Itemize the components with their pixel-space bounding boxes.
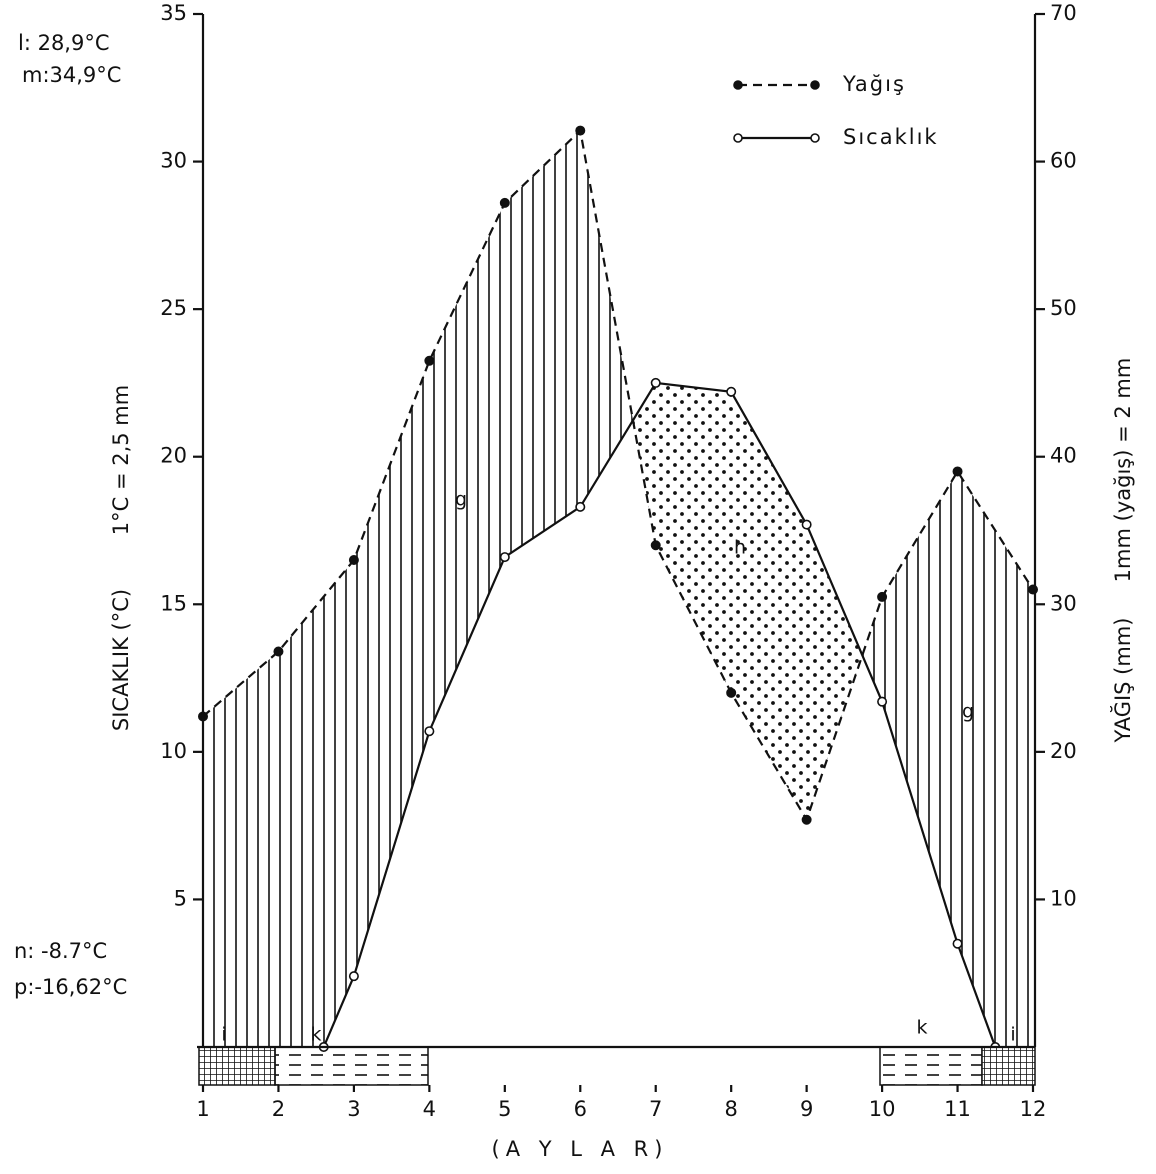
frost-bar [274, 1046, 429, 1086]
note: p:-16,62°C [14, 975, 127, 999]
point [348, 971, 359, 982]
point [801, 814, 812, 825]
annotation: k [916, 1017, 927, 1039]
y2-tick-label: 20 [1050, 739, 1077, 763]
y-tick-label: 15 [160, 591, 187, 615]
legend-label: Yağış [842, 72, 906, 96]
legend-marker [733, 80, 743, 90]
x-tick-label: 7 [649, 1097, 662, 1121]
point [499, 197, 510, 208]
y-tick-label: 20 [160, 444, 187, 468]
frost-bar [981, 1046, 1036, 1086]
y2-tick-label: 40 [1050, 444, 1077, 468]
point [952, 938, 963, 949]
point [650, 540, 661, 551]
point [499, 552, 510, 563]
legend-marker [810, 133, 820, 143]
arid-area [323, 382, 996, 1047]
series-line [202, 128, 1034, 823]
y-label: SICAKLIK (°C) [109, 589, 133, 731]
y-tick-label: 5 [174, 886, 187, 910]
point [273, 646, 284, 657]
legend-marker [733, 133, 743, 143]
annotation: k [310, 1024, 321, 1046]
x-tick-label: 6 [574, 1097, 587, 1121]
frost-bar [198, 1046, 276, 1086]
point [726, 687, 737, 698]
annotation: i [1010, 1024, 1015, 1046]
y-tick-label: 10 [160, 739, 187, 763]
plot [198, 125, 1039, 1053]
annotation: g [962, 701, 974, 723]
y2-tick-label: 70 [1050, 1, 1077, 25]
y2-tick-label: 50 [1050, 296, 1077, 320]
x-tick-label: 2 [272, 1097, 285, 1121]
y2-label: YAĞIŞ (mm) [1110, 618, 1135, 744]
note: n: -8.7°C [14, 939, 107, 963]
y2-tick-label: 60 [1050, 149, 1077, 173]
y2-tick-label: 10 [1050, 886, 1077, 910]
y2-tick-label: 30 [1050, 591, 1077, 615]
point [801, 519, 812, 530]
legend-marker [810, 80, 820, 90]
note: m:34,9°C [22, 63, 121, 87]
point [650, 377, 661, 388]
point [575, 501, 586, 512]
x-tick-label: 11 [944, 1097, 971, 1121]
x-tick-label: 5 [498, 1097, 511, 1121]
legend-label: Sıcaklık [843, 125, 939, 149]
point [726, 386, 737, 397]
y-tick-label: 25 [160, 296, 187, 320]
y-tick-label: 35 [160, 1, 187, 25]
point [348, 555, 359, 566]
annotation: i [221, 1024, 226, 1046]
x-tick-label: 1 [196, 1097, 209, 1121]
y-scale-note: 1°C = 2,5 mm [109, 385, 133, 535]
x-tick-label: 3 [347, 1097, 360, 1121]
x-tick-label: 4 [423, 1097, 436, 1121]
frost-bar [879, 1046, 983, 1086]
x-tick-label: 9 [800, 1097, 813, 1121]
annotation: g [455, 489, 467, 511]
x-tick-label: 12 [1020, 1097, 1047, 1121]
y2-scale-note: 1mm (yağış) = 2 mm [1111, 358, 1135, 583]
point [877, 591, 888, 602]
x-tick-label: 8 [724, 1097, 737, 1121]
point [877, 696, 888, 707]
y-tick-label: 30 [160, 149, 187, 173]
point [424, 726, 435, 737]
note: l: 28,9°C [18, 31, 110, 55]
annotation: h [734, 537, 746, 559]
x-label: (A Y L A R) [492, 1137, 669, 1161]
point [424, 355, 435, 366]
x-tick-label: 10 [869, 1097, 896, 1121]
point [952, 466, 963, 477]
point [575, 125, 586, 136]
